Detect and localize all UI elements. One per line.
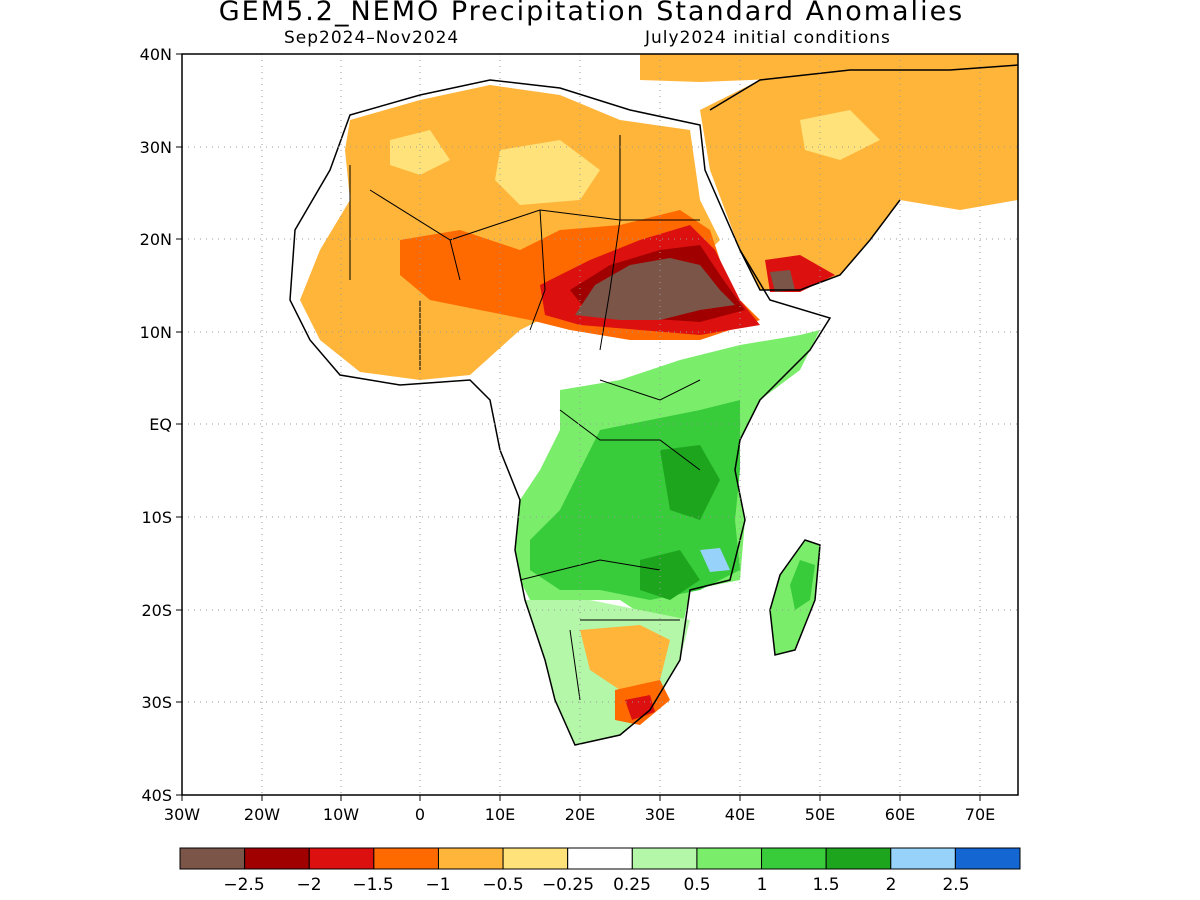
colorbar-swatch	[696, 847, 763, 870]
north-dry-band	[640, 54, 1018, 82]
lon-label: 30E	[645, 805, 675, 824]
colorbar-swatch	[567, 847, 633, 870]
sudan-extreme-dry-core	[575, 258, 735, 320]
south-africa-red-core	[625, 695, 655, 720]
colorbar-swatch	[437, 847, 504, 870]
colorbar-swatch	[761, 847, 827, 870]
madagascar-coast	[769, 539, 821, 656]
lon-label: 50E	[805, 805, 835, 824]
colorbar-swatch	[502, 847, 569, 870]
colorbar-label: 0.5	[683, 875, 710, 895]
lon-label: 30W	[164, 805, 200, 824]
colorbar-label: 0.25	[613, 875, 651, 895]
colorbar-swatch	[179, 847, 246, 870]
arabia-dry-anomaly	[700, 65, 1018, 290]
lon-label: 0	[415, 805, 425, 824]
gridlines	[182, 54, 1018, 795]
forecast-period: Sep2024–Nov2024	[284, 28, 460, 48]
lon-label: 40E	[725, 805, 755, 824]
weak-dry-patch-2	[390, 130, 450, 175]
colorbar-swatch	[373, 847, 439, 870]
colorbar-swatch	[890, 847, 956, 870]
wet-core-2	[640, 550, 700, 600]
colorbar-swatch	[954, 847, 1021, 870]
colorbar-label: −0.5	[482, 875, 523, 895]
colorbar-swatch	[825, 847, 892, 870]
lat-label: 20N	[140, 230, 172, 249]
lon-label: 20W	[244, 805, 280, 824]
lon-label: 10E	[485, 805, 515, 824]
yemen-brown	[770, 270, 795, 292]
colorbar-label: −0.25	[542, 875, 594, 895]
colorbar-label: −2.5	[223, 875, 264, 895]
lon-label: 20E	[565, 805, 595, 824]
map-title: GEM5.2_NEMO Precipitation Standard Anoma…	[218, 0, 965, 27]
colorbar-label: −2	[296, 875, 321, 895]
colorbar-label: −1	[425, 875, 450, 895]
precip-anomaly-field	[289, 54, 1018, 746]
madagascar-core	[790, 560, 815, 610]
lat-label: 20S	[141, 601, 172, 620]
lon-label: 70E	[965, 805, 995, 824]
colorbar-label: −1.5	[352, 875, 393, 895]
lon-label: 10W	[323, 805, 359, 824]
lat-label: 30S	[141, 693, 172, 712]
lat-label: EQ	[149, 415, 172, 434]
wet-core-1	[660, 445, 720, 520]
colorbar-swatch	[308, 847, 375, 870]
initial-conditions: July2024 initial conditions	[645, 28, 891, 48]
colorbar-swatch	[244, 847, 310, 870]
coastline	[289, 79, 832, 746]
colorbar-label: 1.5	[812, 875, 839, 895]
colorbar-label: 1	[757, 875, 768, 895]
colorbar	[179, 847, 1021, 870]
lat-label: 10N	[140, 323, 172, 342]
lat-label: 10S	[141, 508, 172, 527]
southern-africa-dry	[580, 625, 670, 690]
lat-label: 40N	[140, 45, 172, 64]
lake-wet	[700, 548, 730, 572]
country-borders	[349, 135, 701, 701]
latitude-labels: 40N 30N 20N 10N EQ 10S 20S 30S 40S	[140, 45, 172, 805]
weak-dry-patch-1	[495, 140, 600, 205]
lat-label: 40S	[141, 786, 172, 805]
colorbar-label: 2.5	[942, 875, 969, 895]
colorbar-labels: −2.5 −2 −1.5 −1 −0.5 −0.25 0.25 0.5 1 1.…	[223, 875, 969, 895]
colorbar-label: 2	[886, 875, 897, 895]
lon-label: 60E	[885, 805, 915, 824]
longitude-labels: 30W 20W 10W 0 10E 20E 30E 40E 50E 60E 70…	[164, 805, 995, 824]
axis-ticks	[176, 53, 981, 801]
colorbar-swatch	[631, 847, 698, 870]
lat-label: 30N	[140, 138, 172, 157]
